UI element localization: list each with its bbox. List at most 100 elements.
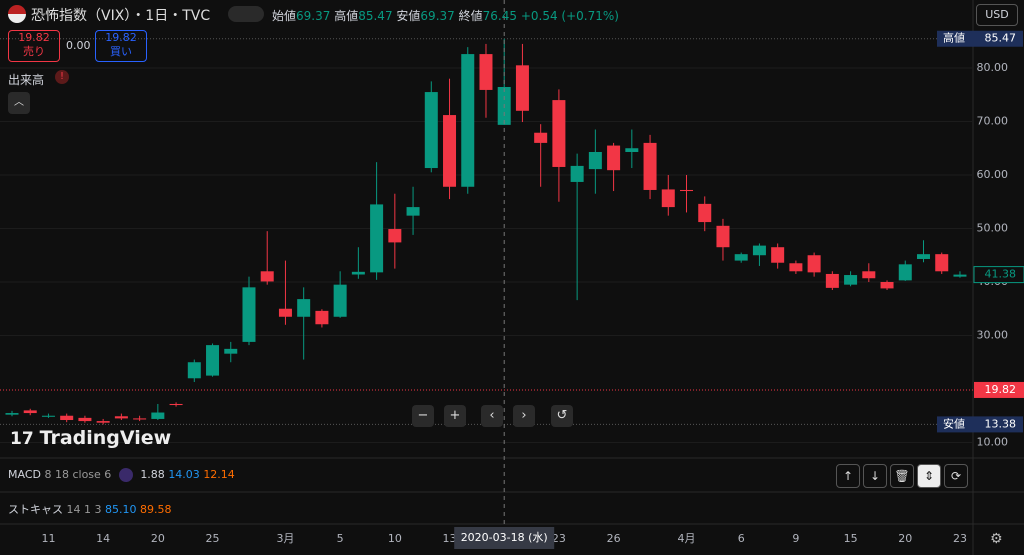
- candle-body: [698, 203, 712, 223]
- candle-body: [752, 245, 766, 256]
- sell-label: 売り: [23, 45, 45, 58]
- stoch-value: 85.10: [105, 503, 137, 516]
- candle-body: [734, 254, 748, 261]
- sell-price: 19.82: [18, 31, 50, 44]
- warning-icon[interactable]: !: [55, 70, 69, 84]
- range-low-tag-value: 13.38: [985, 417, 1017, 430]
- candle-body: [333, 284, 347, 317]
- x-tick-label: 4月: [678, 532, 696, 545]
- open-value: 69.37: [296, 9, 331, 23]
- buy-price: 19.82: [105, 31, 137, 44]
- candle-body: [78, 417, 92, 422]
- candle-body: [479, 54, 493, 90]
- candle-body: [206, 345, 220, 376]
- order-tag-value: 19.82: [985, 383, 1017, 396]
- candle-body: [278, 308, 292, 317]
- candle-body: [242, 287, 256, 342]
- macd-params: 8 18 close 6: [44, 468, 112, 481]
- x-tick-label: 9: [792, 532, 799, 545]
- x-tick-label: 20: [151, 532, 165, 545]
- toggle[interactable]: [228, 6, 264, 22]
- range-high-tag-label: 高値: [943, 31, 965, 45]
- settings[interactable]: ⚙: [990, 531, 1003, 547]
- last-price-tag-bg: [973, 266, 1024, 284]
- candle-body: [60, 415, 74, 421]
- maximize[interactable]: ⇕: [917, 464, 941, 488]
- ohlc: 始値69.37 高値85.47 安値69.37 終値76.45 +0.54 (+…: [272, 7, 619, 24]
- volume-label[interactable]: 出来高: [8, 73, 45, 87]
- scroll-left[interactable]: ‹: [481, 405, 503, 427]
- spread: 0.00: [66, 39, 91, 52]
- symbol-title[interactable]: 恐怖指数（VIX）・1日・TVC: [31, 8, 211, 24]
- last-price-tag-value: 41.38: [985, 268, 1017, 281]
- x-tick-label: 6: [738, 532, 745, 545]
- x-tick-label: 20: [898, 532, 912, 545]
- range-high-tag-value: 85.47: [985, 32, 1017, 45]
- candle-body: [935, 254, 949, 272]
- candle-body: [443, 115, 457, 187]
- zoom-out[interactable]: −: [412, 405, 434, 427]
- move-down[interactable]: ↓: [863, 464, 887, 488]
- buy-button[interactable]: 19.82 買い: [95, 30, 147, 62]
- price-axis-bg: [973, 0, 1024, 525]
- candle-body: [862, 271, 876, 279]
- macd-name: MACD: [8, 468, 41, 481]
- low-label: 安値: [396, 9, 421, 23]
- close-label: 終値: [458, 9, 483, 23]
- candle-body: [151, 412, 165, 419]
- candle-body: [461, 54, 475, 187]
- candle-body: [187, 362, 201, 379]
- currency[interactable]: USD: [976, 4, 1018, 26]
- candle-body: [789, 263, 803, 272]
- candle-body: [388, 229, 402, 243]
- candle-body: [351, 271, 365, 275]
- candle-body: [297, 299, 311, 317]
- candle-body: [588, 151, 602, 170]
- candle-body: [315, 310, 329, 325]
- stoch-params: 14 1 3: [66, 503, 102, 516]
- y-tick-label: 60.00: [977, 168, 1009, 181]
- candle-body: [771, 247, 785, 263]
- zoom-in[interactable]: +: [444, 405, 466, 427]
- y-tick-label: 80.00: [977, 61, 1009, 74]
- stoch-value: 89.58: [140, 503, 172, 516]
- candle-body: [661, 189, 675, 208]
- candle-body: [680, 189, 694, 192]
- high-label: 高値: [334, 9, 359, 23]
- reset[interactable]: ↺: [551, 405, 573, 427]
- candle-body: [917, 254, 930, 259]
- macd-value: 14.03: [168, 468, 200, 481]
- x-tick-label: 3月: [276, 532, 294, 545]
- order-tag-bg: [974, 381, 1024, 398]
- delete[interactable]: 🗑: [890, 464, 914, 488]
- candle-body: [570, 165, 584, 182]
- close-value: 76.45: [482, 9, 517, 23]
- x-tick-label: 10: [388, 532, 402, 545]
- candle-body: [370, 204, 384, 273]
- candle-body: [880, 281, 894, 289]
- candle-body: [114, 416, 128, 419]
- range-high-tag-bg: [937, 30, 1023, 47]
- candle-body: [898, 264, 912, 281]
- macd-row: MACD 8 18 close 6 1.88 14.03 12.14: [8, 468, 235, 482]
- candle-body: [607, 145, 621, 171]
- macd-icon[interactable]: [118, 468, 133, 482]
- collapse-button[interactable]: ︿: [8, 92, 30, 114]
- sell-button[interactable]: 19.82 売り: [8, 30, 60, 62]
- macd-value: 12.14: [203, 468, 235, 481]
- crosshair-label: 2020-03-18 (水): [461, 531, 548, 544]
- low-value: 69.37: [420, 9, 455, 23]
- fullscreen[interactable]: ⟳: [944, 464, 968, 488]
- candle-body: [534, 132, 548, 143]
- range-low-tag-bg: [937, 416, 1023, 433]
- candle-body: [23, 410, 37, 414]
- move-up[interactable]: ↑: [836, 464, 860, 488]
- stoch-row: ストキャス 14 1 3 85.10 89.58: [8, 501, 172, 517]
- scroll-right[interactable]: ›: [513, 405, 535, 427]
- candle-body: [807, 255, 821, 273]
- macd-value: 1.88: [140, 468, 165, 481]
- buy-label: 買い: [110, 45, 132, 58]
- brand: 𝟭𝟳 TradingView: [10, 427, 172, 449]
